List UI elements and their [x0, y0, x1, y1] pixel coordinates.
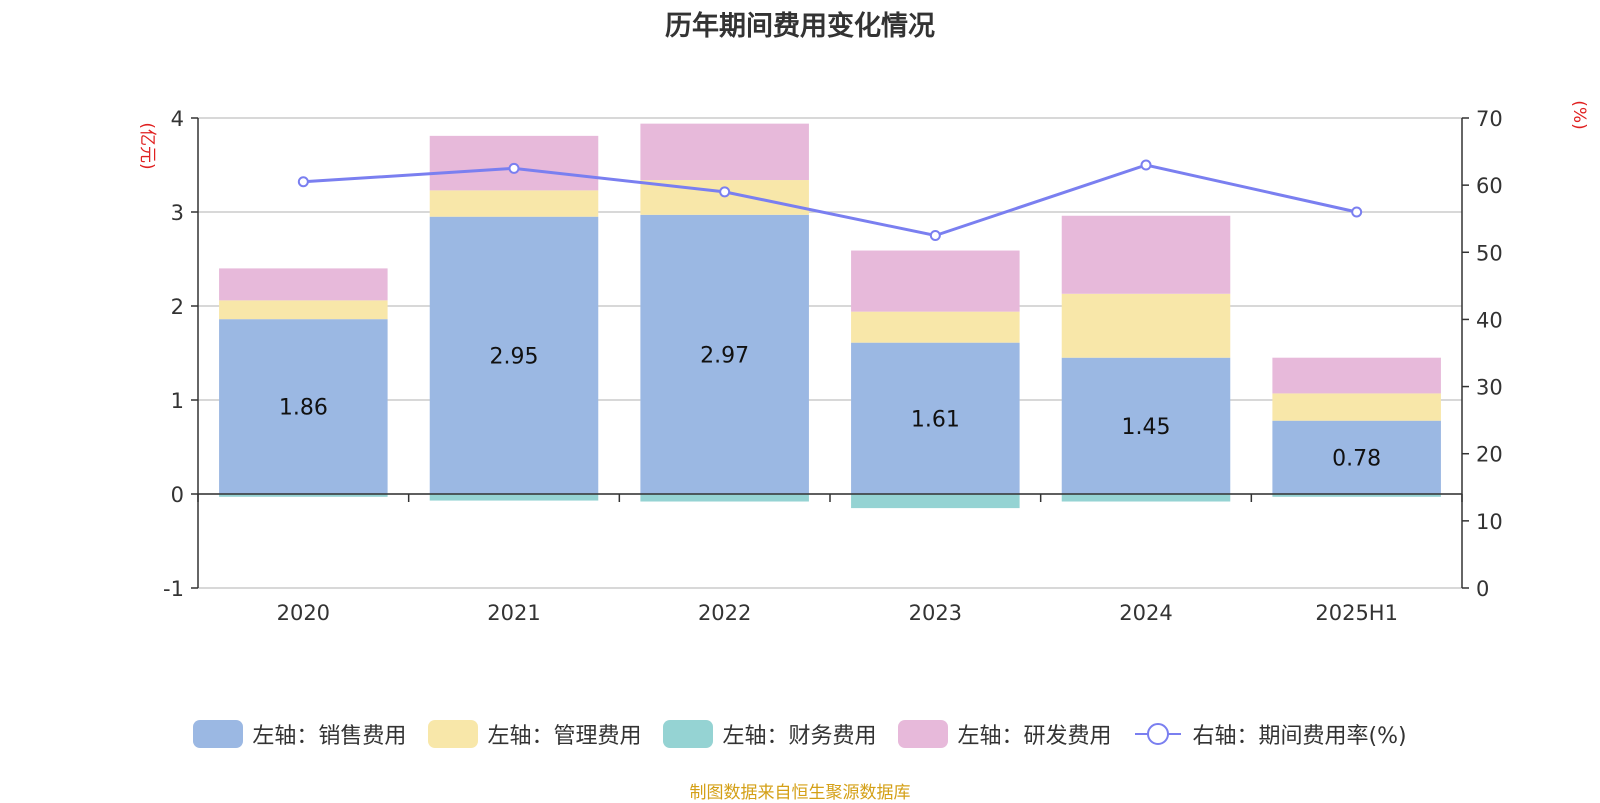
legend-label-rate: 右轴：期间费用率(%)	[1192, 724, 1407, 749]
bar-value-label: 2.95	[490, 344, 539, 369]
legend-label-sales: 左轴：销售费用	[252, 724, 407, 749]
right-axis-tick-label: 50	[1476, 241, 1503, 265]
rate-point	[1351, 206, 1363, 218]
legend: 左轴：销售费用 左轴：管理费用 左轴：财务费用 左轴：研发费用 右轴：期间费用率…	[0, 718, 1600, 750]
bar-rnd	[1061, 215, 1231, 294]
legend-label-finance: 左轴：财务费用	[722, 724, 877, 749]
category-label: 2023	[909, 601, 962, 625]
rate-point	[508, 162, 520, 174]
bar-value-label: 1.86	[279, 396, 328, 421]
bar-rnd	[1272, 357, 1441, 394]
bar-value-label: 1.45	[1122, 415, 1171, 440]
legend-item-rnd[interactable]: 左轴：研发费用	[898, 718, 1111, 750]
bar-finance	[1061, 494, 1231, 502]
chart-title: 历年期间费用变化情况	[665, 11, 935, 42]
legend-item-finance[interactable]: 左轴：财务费用	[663, 718, 876, 750]
category-label: 2020	[277, 601, 330, 625]
bar-admin	[1272, 393, 1441, 421]
bar-sales	[1272, 420, 1441, 494]
bar-finance	[640, 494, 809, 502]
bar-rnd	[640, 123, 809, 181]
category-label: 2025H1	[1315, 601, 1398, 625]
right-axis-tick-label: 60	[1476, 174, 1503, 198]
source-note: 制图数据来自恒生聚源数据库	[689, 783, 911, 803]
legend-item-sales[interactable]: 左轴：销售费用	[193, 718, 406, 750]
right-axis-tick-label: 20	[1476, 443, 1503, 467]
left-axis-tick-label: 4	[171, 107, 184, 131]
left-axis-tick-label: -1	[163, 577, 184, 601]
legend-swatch-sales	[193, 720, 244, 748]
legend-label-admin: 左轴：管理费用	[487, 724, 642, 749]
bar-finance	[219, 494, 388, 497]
right-axis-tick-label: 0	[1476, 577, 1489, 601]
left-axis-tick-label: 0	[171, 483, 184, 507]
category-label: 2021	[487, 601, 540, 625]
bar-sales	[1061, 357, 1231, 494]
legend-label-rnd: 左轴：研发费用	[957, 724, 1112, 749]
rate-line	[303, 163, 1357, 238]
right-axis-tick-label: 10	[1476, 510, 1503, 534]
category-label: 2024	[1119, 601, 1172, 625]
left-axis-unit-label: (亿元)	[137, 122, 157, 169]
legend-swatch-rnd	[898, 720, 949, 748]
legend-item-admin[interactable]: 左轴：管理费用	[428, 718, 641, 750]
bar-rnd	[219, 268, 388, 301]
bar-finance	[429, 494, 599, 501]
bar-finance	[1272, 494, 1441, 497]
rate-line-layer	[297, 159, 1363, 241]
right-axis-tick-label: 30	[1476, 376, 1503, 400]
rate-point	[297, 176, 309, 188]
bar-finance	[851, 494, 1020, 509]
left-axis-tick-label: 2	[171, 295, 184, 319]
bar-admin	[851, 311, 1020, 343]
bar-admin	[219, 300, 388, 320]
bar-stack-layer	[219, 123, 1441, 509]
legend-line-circle-icon	[1135, 723, 1182, 745]
bar-value-label: 0.78	[1332, 446, 1381, 471]
left-axis-tick-label: 3	[171, 201, 184, 225]
right-axis-tick-label: 70	[1476, 107, 1503, 131]
legend-swatch-finance	[663, 720, 714, 748]
rate-point	[719, 186, 731, 198]
bar-value-label: 2.97	[700, 343, 749, 368]
bar-rnd	[851, 250, 1020, 312]
bar-admin	[1061, 293, 1231, 358]
data-labels: 1.86 2.95 2.97 1.61 1.45 0.78	[279, 343, 1381, 471]
category-label: 2022	[698, 601, 751, 625]
bar-sales	[219, 319, 388, 494]
legend-swatch-admin	[428, 720, 479, 748]
right-axis-unit-label: (%)	[1569, 100, 1589, 129]
rate-point	[1140, 159, 1152, 171]
bar-sales	[851, 342, 1020, 494]
bar-value-label: 1.61	[911, 407, 960, 432]
left-axis-tick-label: 1	[171, 389, 184, 413]
rate-point	[929, 230, 941, 241]
bar-sales	[640, 214, 809, 494]
bar-sales	[429, 216, 599, 494]
right-axis-tick-label: 40	[1476, 308, 1503, 332]
legend-item-rate[interactable]: 右轴：期间费用率(%)	[1133, 718, 1407, 750]
bar-admin	[429, 190, 599, 217]
